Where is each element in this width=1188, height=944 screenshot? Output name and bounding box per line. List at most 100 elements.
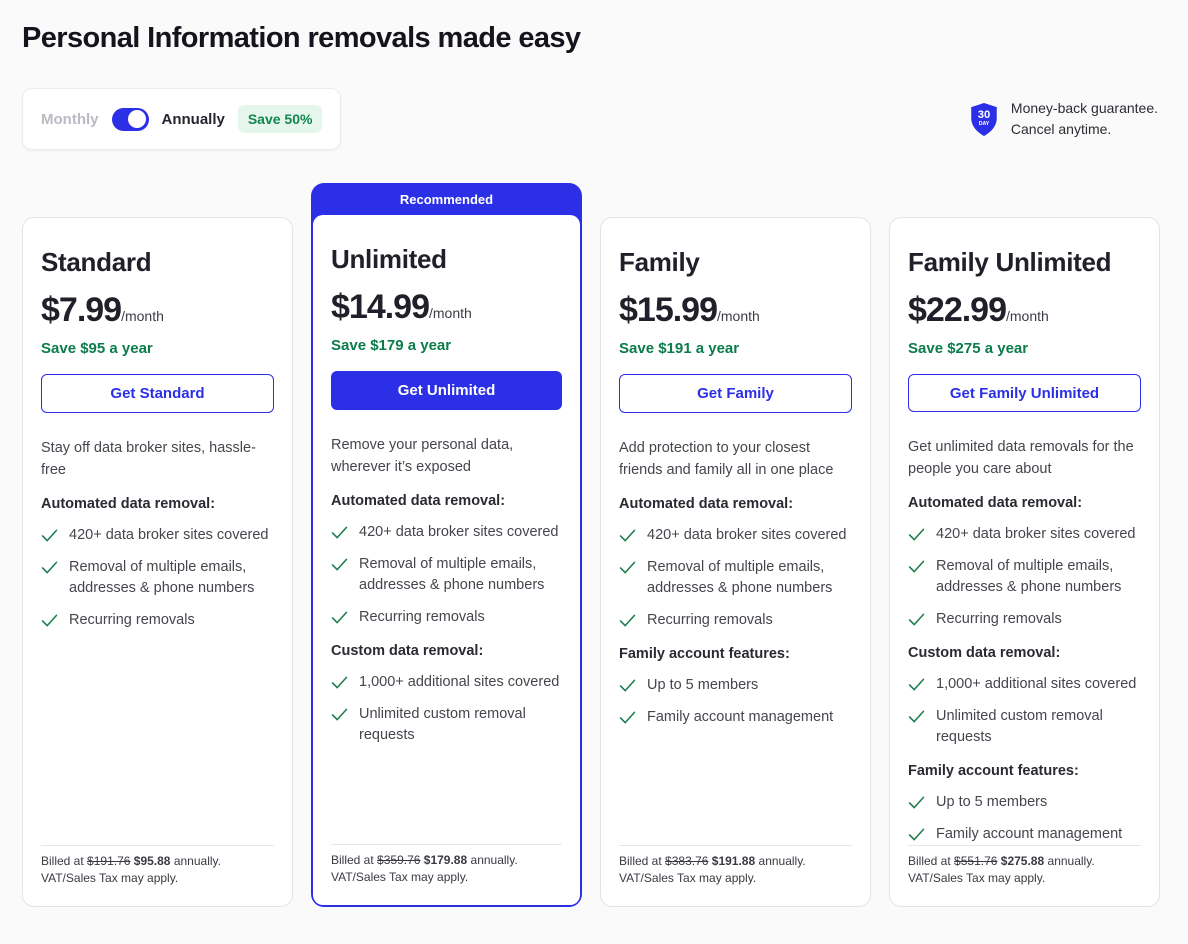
checkmark-icon	[619, 711, 636, 724]
feature-section-heading: Family account features:	[908, 763, 1079, 779]
price-period: /month	[717, 308, 760, 324]
billing-line: Billed at $359.76 $179.88 annually.	[331, 853, 518, 867]
feature-text: 420+ data broker sites covered	[647, 527, 847, 543]
feature-text: Family account management	[647, 709, 834, 725]
page-title: Personal Information removals made easy	[22, 22, 581, 54]
card-divider	[619, 845, 852, 846]
checkmark-icon	[331, 558, 348, 571]
original-price: $191.76	[87, 854, 131, 868]
feature-text: Removal of multiple emails, addresses & …	[647, 559, 833, 596]
get-family-unlimited-button[interactable]: Get Family Unlimited	[908, 374, 1141, 412]
checkmark-icon	[41, 561, 58, 574]
card-divider	[41, 845, 274, 846]
plan-card-unlimited-wrapper: Recommended Unlimited $14.99/month Save …	[311, 183, 582, 907]
feature-text: Family account management	[936, 826, 1123, 842]
checkmark-icon	[331, 676, 348, 689]
feature-text: 1,000+ additional sites covered	[359, 674, 560, 690]
billing-line: Billed at $191.76 $95.88 annually.	[41, 854, 221, 868]
price-period: /month	[121, 308, 164, 324]
plan-description: Stay off data broker sites, hassle-free	[41, 440, 256, 478]
plan-card-standard: Standard $7.99/month Save $95 a year Get…	[22, 217, 293, 907]
guarantee-line-1: Money-back guarantee.	[1010, 100, 1158, 116]
svg-text:DAY: DAY	[979, 120, 990, 126]
discounted-price: $275.88	[1000, 854, 1045, 868]
feature-item: Recurring removals	[331, 607, 562, 628]
discounted-price: $179.88	[423, 853, 468, 867]
feature-text: 420+ data broker sites covered	[359, 524, 559, 540]
plan-price: $7.99	[41, 291, 122, 329]
annually-label[interactable]: Annually	[161, 110, 225, 128]
plan-name: Standard	[41, 247, 152, 277]
feature-item: 420+ data broker sites covered	[619, 525, 852, 546]
get-family-button[interactable]: Get Family	[619, 374, 852, 413]
plan-name: Unlimited	[331, 244, 447, 274]
feature-item: 420+ data broker sites covered	[41, 525, 274, 546]
checkmark-icon	[908, 828, 925, 841]
vat-note: VAT/Sales Tax may apply.	[908, 870, 1046, 885]
recommended-badge: Recommended	[399, 191, 494, 207]
feature-section-heading: Automated data removal:	[331, 493, 506, 509]
plan-description: Add protection to your closest friends a…	[619, 440, 834, 478]
plan-card-family-unlimited: Family Unlimited $22.99/month Save $275 …	[889, 217, 1160, 907]
price-period: /month	[429, 305, 472, 321]
guarantee-text: Money-back guarantee. Cancel anytime.	[1011, 98, 1158, 140]
money-back-guarantee: 30 DAY Money-back guarantee. Cancel anyt…	[969, 98, 1158, 140]
feature-section-heading: Custom data removal:	[908, 645, 1061, 661]
discounted-price: $95.88	[133, 854, 171, 868]
feature-item: Recurring removals	[41, 610, 274, 631]
feature-text: Up to 5 members	[647, 677, 759, 693]
feature-item: 1,000+ additional sites covered	[331, 672, 562, 693]
original-price: $383.76	[665, 854, 709, 868]
save-amount: Save $179 a year	[331, 337, 452, 354]
feature-item: Recurring removals	[908, 609, 1141, 630]
feature-item: 420+ data broker sites covered	[331, 522, 562, 543]
billing-note: Billed at $551.76 $275.88 annually. VAT/…	[908, 853, 1141, 892]
feature-item: Removal of multiple emails, addresses & …	[619, 557, 852, 599]
plan-cards-row: Standard $7.99/month Save $95 a year Get…	[22, 183, 1166, 907]
plan-price: $22.99	[908, 291, 1007, 329]
get-standard-button[interactable]: Get Standard	[41, 374, 274, 413]
checkmark-icon	[908, 796, 925, 809]
original-price: $551.76	[954, 854, 998, 868]
feature-item: Removal of multiple emails, addresses & …	[908, 556, 1141, 598]
billing-note: Billed at $191.76 $95.88 annually. VAT/S…	[41, 853, 274, 892]
checkmark-icon	[619, 614, 636, 627]
price-period: /month	[1006, 308, 1049, 324]
price-row: $14.99/month	[331, 288, 562, 326]
feature-item: Family account management	[619, 707, 852, 728]
checkmark-icon	[41, 529, 58, 542]
feature-item: 1,000+ additional sites covered	[908, 674, 1141, 695]
plan-description: Get unlimited data removals for the peop…	[908, 439, 1134, 477]
vat-note: VAT/Sales Tax may apply.	[41, 870, 179, 885]
feature-text: Unlimited custom removal requests	[359, 706, 526, 743]
vat-note: VAT/Sales Tax may apply.	[331, 869, 469, 884]
checkmark-icon	[908, 678, 925, 691]
plan-price: $14.99	[331, 288, 430, 326]
checkmark-icon	[908, 528, 925, 541]
checkmark-icon	[331, 611, 348, 624]
feature-item: Up to 5 members	[908, 792, 1141, 813]
checkmark-icon	[331, 708, 348, 721]
checkmark-icon	[619, 529, 636, 542]
feature-text: 1,000+ additional sites covered	[936, 676, 1137, 692]
feature-item: Up to 5 members	[619, 675, 852, 696]
plan-name: Family	[619, 247, 700, 277]
checkmark-icon	[41, 614, 58, 627]
feature-section-heading: Custom data removal:	[331, 643, 484, 659]
save-50-badge: Save 50%	[237, 105, 323, 133]
guarantee-line-2: Cancel anytime.	[1010, 121, 1112, 137]
checkmark-icon	[619, 679, 636, 692]
monthly-label[interactable]: Monthly	[41, 110, 99, 128]
feature-text: 420+ data broker sites covered	[936, 526, 1136, 542]
price-row: $15.99/month	[619, 291, 852, 329]
save-amount: Save $275 a year	[908, 340, 1029, 357]
feature-text: 420+ data broker sites covered	[69, 527, 269, 543]
checkmark-icon	[908, 710, 925, 723]
feature-section-heading: Automated data removal:	[619, 496, 794, 512]
checkmark-icon	[331, 526, 348, 539]
discounted-price: $191.88	[711, 854, 756, 868]
billing-period-toggle[interactable]	[111, 107, 149, 131]
original-price: $359.76	[377, 853, 421, 867]
svg-text:30: 30	[978, 109, 991, 121]
get-unlimited-button[interactable]: Get Unlimited	[331, 371, 562, 410]
